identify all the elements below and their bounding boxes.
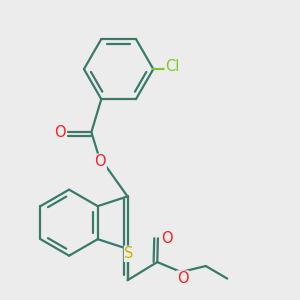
- Text: O: O: [55, 124, 66, 140]
- Text: S: S: [124, 246, 134, 261]
- Text: Cl: Cl: [165, 59, 180, 74]
- Text: O: O: [177, 271, 188, 286]
- Text: O: O: [161, 231, 173, 246]
- Text: O: O: [94, 154, 106, 169]
